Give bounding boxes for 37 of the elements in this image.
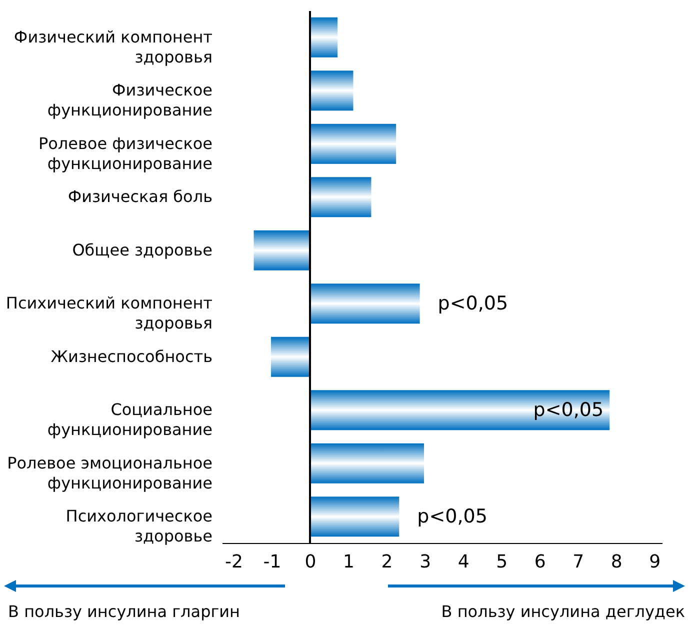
text: В пользу инсулина гларгин xyxy=(8,602,240,621)
bar xyxy=(310,443,424,484)
y-tick-label: Жизнеспособность xyxy=(50,346,212,366)
x-tick-label: 7 xyxy=(572,552,584,572)
bar xyxy=(310,124,396,164)
x-tick-label: 1 xyxy=(343,552,354,572)
bar xyxy=(310,70,354,111)
data-label: p<0,05 xyxy=(438,292,508,315)
data-label: p<0,05 xyxy=(533,399,604,422)
bar xyxy=(310,390,610,430)
y-tick-label: Психологическое здоровье xyxy=(66,506,212,546)
x-tick-label: 9 xyxy=(649,552,661,572)
bar xyxy=(310,17,338,58)
text: В пользу инсулина деглудек xyxy=(441,602,686,621)
x-tick-label: -1 xyxy=(263,552,282,572)
x-tick-label: -2 xyxy=(225,552,243,572)
x-tick-label: 4 xyxy=(458,552,470,572)
y-tick-label: Физическое функционирование xyxy=(47,80,212,120)
bar xyxy=(310,284,420,324)
x-tick-label: 0 xyxy=(304,552,316,572)
x-tick-label: 2 xyxy=(381,552,393,572)
x-tick-label: 5 xyxy=(496,552,508,572)
y-tick-label: Психический компонент здоровья xyxy=(6,294,212,333)
bar xyxy=(254,230,310,270)
y-tick-label: Физический компонент здоровья xyxy=(14,27,212,66)
x-tick-label: 3 xyxy=(420,552,432,572)
data-label: p<0,05 xyxy=(417,506,488,528)
bar xyxy=(270,336,310,377)
y-tick-label: Ролевое физическое функционирование xyxy=(38,134,212,173)
bar xyxy=(310,177,372,218)
x-tick-label: 6 xyxy=(534,552,546,572)
y-tick-label: Физическая боль xyxy=(68,187,212,206)
y-tick-label: Социальное функционирование xyxy=(47,400,212,440)
bar xyxy=(310,496,400,537)
y-tick-label: Общее здоровье xyxy=(72,240,212,260)
x-tick-label: 8 xyxy=(610,552,622,572)
y-tick-label: Ролевое эмоциональное функционирование xyxy=(7,453,212,492)
